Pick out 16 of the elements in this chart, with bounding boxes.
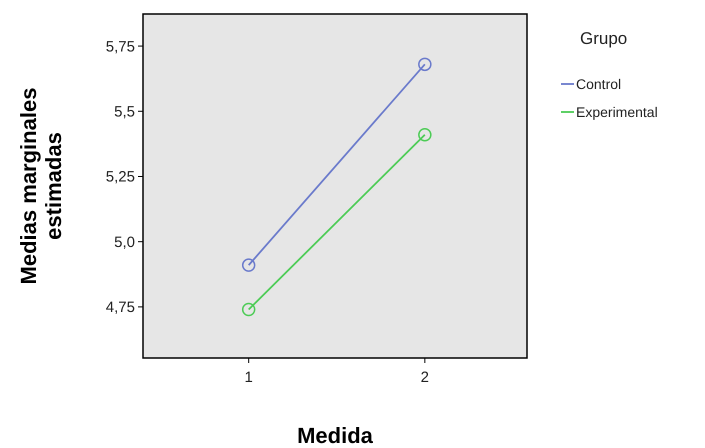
point (418, 58, 432, 72)
x-tick-label: 2 (420, 369, 430, 386)
point (418, 128, 432, 142)
x-axis-title: Medida (297, 423, 374, 448)
point (242, 258, 256, 272)
legend-label: Control (576, 76, 622, 92)
y-axis-title: Medias marginales estimadas (16, 88, 66, 284)
legend-label: Experimental (576, 104, 658, 120)
y-tick-label: 5,75 (106, 38, 135, 56)
point (242, 302, 256, 316)
y-tick-label: 4,75 (106, 299, 135, 316)
legend-title: Grupo (580, 29, 628, 48)
y-tick-label: 5,25 (106, 168, 135, 186)
x-tick-label: 1 (244, 369, 253, 386)
y-tick-label: 5,0 (114, 234, 135, 251)
y-tick-label: 5,5 (114, 104, 135, 121)
